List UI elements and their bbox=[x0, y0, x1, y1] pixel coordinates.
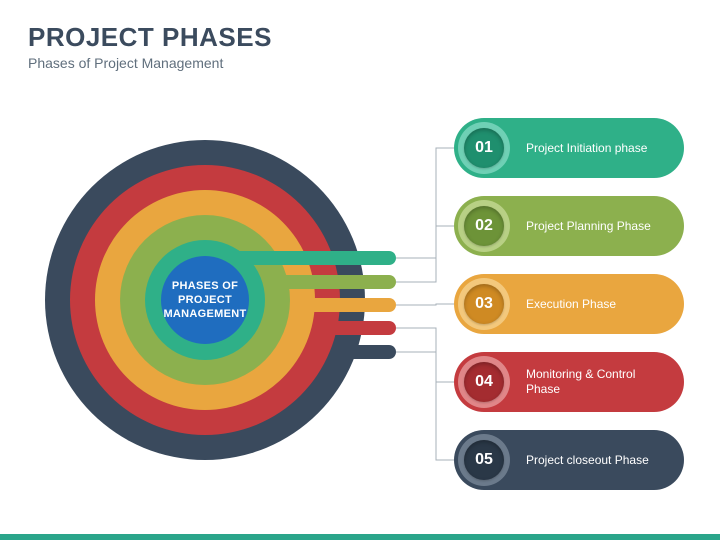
phase-label: Project Planning Phase bbox=[526, 219, 667, 234]
phase-pill: 04 Monitoring & Control Phase bbox=[454, 352, 684, 412]
phase-number: 02 bbox=[464, 206, 504, 246]
phase-list: 01 Project Initiation phase 02 Project Plan… bbox=[454, 118, 684, 490]
page-title: PROJECT PHASES bbox=[28, 22, 692, 53]
phase-number-badge: 02 bbox=[458, 200, 510, 252]
phase-pill: 03 Execution Phase bbox=[454, 274, 684, 334]
phase-number: 03 bbox=[464, 284, 504, 324]
phase-number-badge: 03 bbox=[458, 278, 510, 330]
phase-pill: 05 Project closeout Phase bbox=[454, 430, 684, 490]
phase-number: 01 bbox=[464, 128, 504, 168]
diagram-center-label: PHASES OF PROJECT MANAGEMENT bbox=[145, 280, 265, 321]
phase-number-badge: 04 bbox=[458, 356, 510, 408]
phase-number-badge: 05 bbox=[458, 434, 510, 486]
phase-pill: 01 Project Initiation phase bbox=[454, 118, 684, 178]
header: PROJECT PHASES Phases of Project Managem… bbox=[0, 0, 720, 77]
phase-label: Monitoring & Control Phase bbox=[526, 367, 684, 397]
phase-number-badge: 01 bbox=[458, 122, 510, 174]
phase-label: Project closeout Phase bbox=[526, 453, 665, 468]
footer-bar bbox=[0, 534, 720, 540]
page-subtitle: Phases of Project Management bbox=[28, 55, 692, 71]
phase-pill: 02 Project Planning Phase bbox=[454, 196, 684, 256]
phase-number: 04 bbox=[464, 362, 504, 402]
phase-number: 05 bbox=[464, 440, 504, 480]
phase-label: Execution Phase bbox=[526, 297, 632, 312]
phase-label: Project Initiation phase bbox=[526, 141, 663, 156]
